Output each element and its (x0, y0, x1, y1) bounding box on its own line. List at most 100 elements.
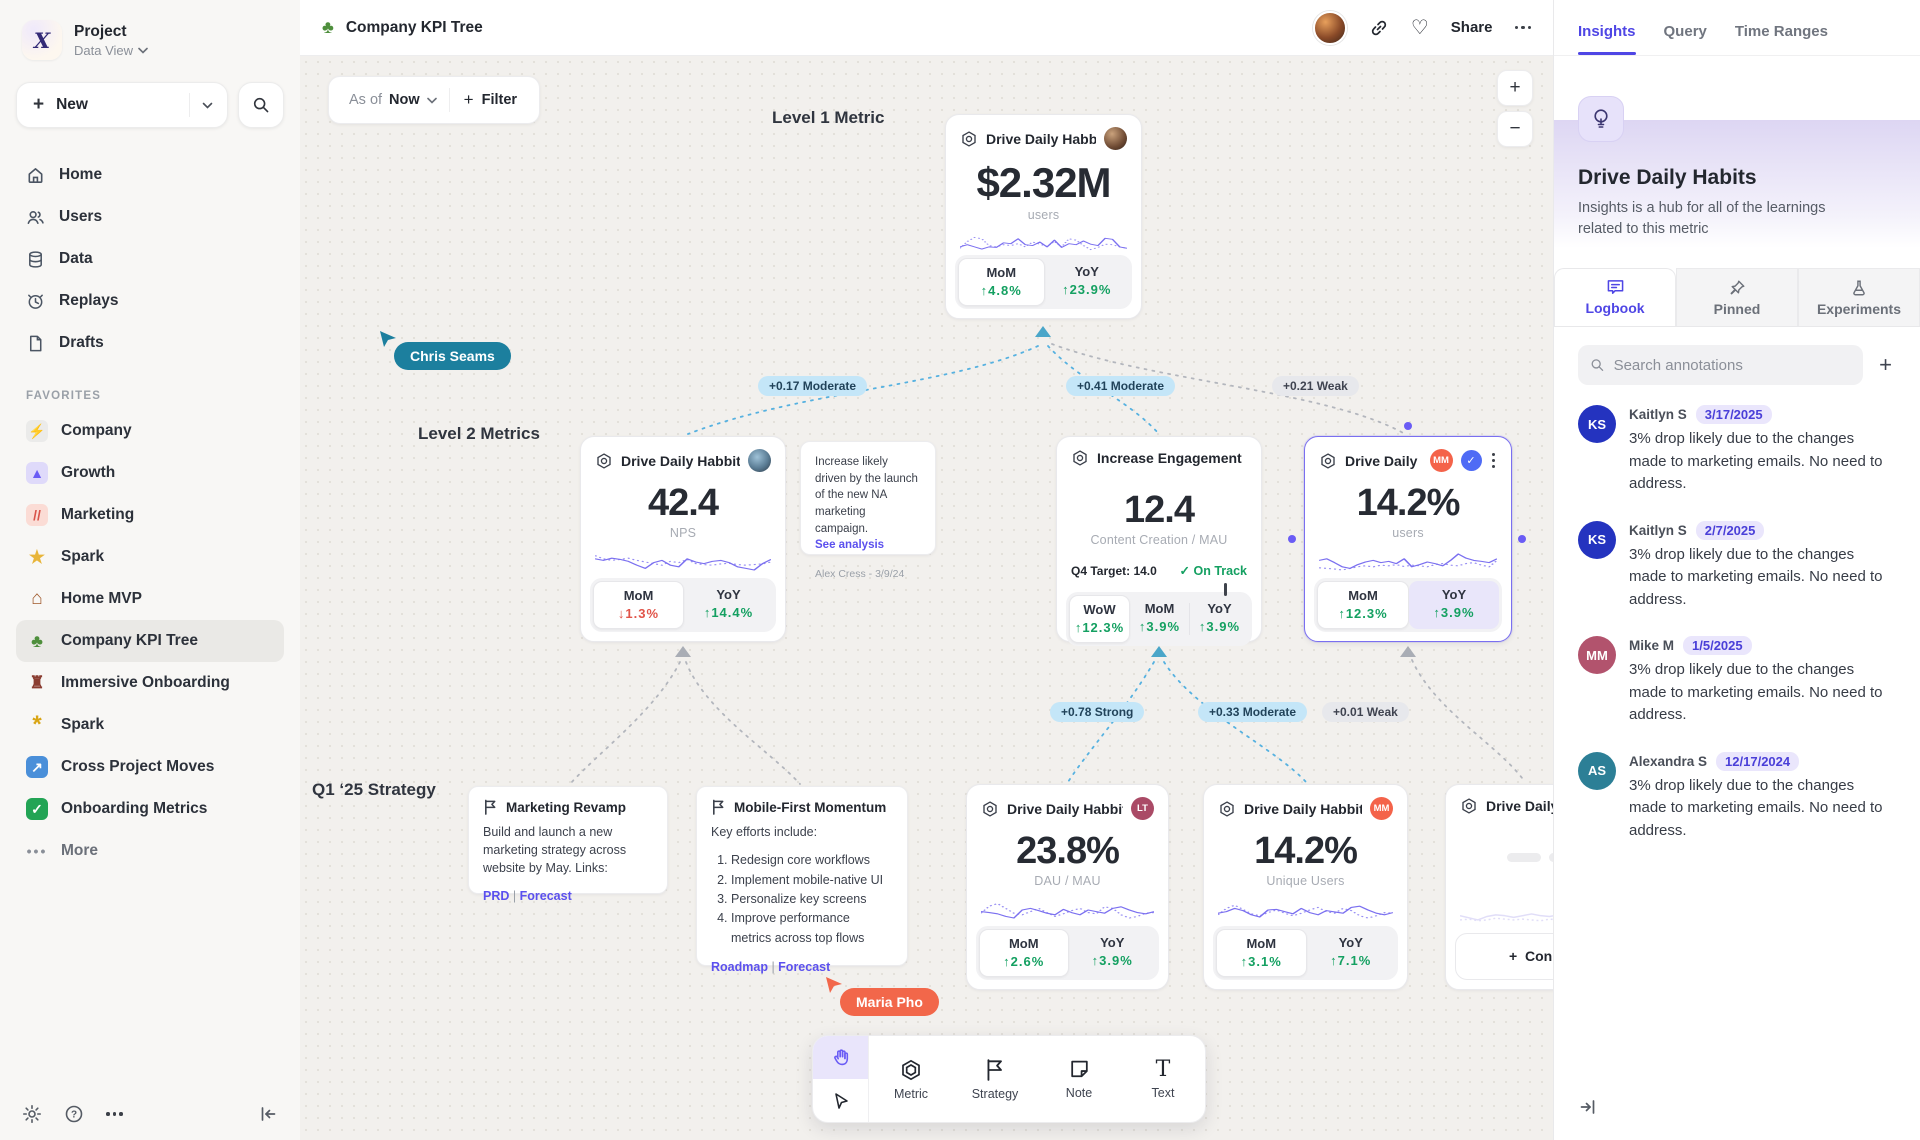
metric-card-drive-daily-habits-nps[interactable]: Drive Daily Habbits 42.4 NPS MoM ↓1.3% Yo… (580, 436, 786, 642)
sidebar-item-company-kpi-tree[interactable]: ♣ Company KPI Tree (16, 620, 284, 662)
new-dropdown-chevron[interactable] (194, 96, 221, 114)
hand-tool-button[interactable] (813, 1036, 868, 1079)
connect-button[interactable]: + Connect (1509, 948, 1553, 965)
yoy-toggle[interactable]: YoY ↑7.1% (1330, 935, 1372, 968)
strategy-note-mobile-first[interactable]: Mobile-First Momentum Key efforts includ… (696, 786, 908, 974)
annotation-item[interactable]: KS Kaitlyn S 2/7/2025 3% drop likely due… (1578, 520, 1896, 612)
metric-card-drive-daily-habits-l1[interactable]: Drive Daily Habbits $2.32M users MoM↑4.8… (945, 114, 1142, 319)
copy-link-icon[interactable] (1369, 18, 1389, 38)
main-area: ♣ Company KPI Tree ♡ Share (300, 0, 1553, 1140)
mom-toggle[interactable]: MoM ↑4.8% (958, 258, 1045, 306)
project-view[interactable]: Data View (74, 43, 148, 58)
prd-link[interactable]: PRD (483, 889, 510, 904)
sidebar-item-replays[interactable]: Replays (16, 280, 284, 322)
annotation-item[interactable]: KS Kaitlyn S 3/17/2025 3% drop likely du… (1578, 405, 1896, 496)
tab-time-ranges[interactable]: Time Ranges (1734, 23, 1828, 40)
avatar: MM (1578, 636, 1616, 675)
tab-pinned[interactable]: Pinned (1676, 268, 1798, 327)
yoy-toggle[interactable]: YoY ↑3.9% (1409, 581, 1499, 629)
strategy-tool-button[interactable]: Strategy (953, 1036, 1037, 1122)
project-switcher[interactable]: Χ Project Data View (16, 18, 284, 64)
edge-label: +0.01 Weak (1322, 702, 1409, 722)
sidebar-item-marketing[interactable]: // Marketing (16, 494, 284, 536)
metric-tool-button[interactable]: Metric (869, 1036, 953, 1122)
add-filter-button[interactable]: + Filter (463, 90, 518, 109)
connection-handle[interactable] (1518, 535, 1526, 543)
sidebar-item-immersive-onboarding[interactable]: ♜ Immersive Onboarding (16, 662, 284, 704)
add-annotation-button[interactable]: + (1879, 352, 1892, 378)
annotation-date-badge: 2/7/2025 (1695, 520, 1765, 540)
mom-toggle[interactable]: MoM ↑3.1% (1216, 929, 1307, 977)
tab-experiments[interactable]: Experiments (1798, 268, 1920, 327)
new-button[interactable]: + New (16, 82, 228, 128)
sidebar-item-company[interactable]: ⚡ Company (16, 410, 284, 452)
sidebar-nav: Home Users Data Replays Drafts (16, 154, 284, 364)
more-menu-icon[interactable] (1514, 25, 1531, 30)
metric-hexagon-icon (1071, 449, 1089, 467)
yoy-toggle[interactable]: YoY ↑14.4% (703, 587, 754, 620)
search-button[interactable] (238, 82, 284, 128)
see-analysis-link[interactable]: See analysis (815, 539, 885, 552)
sidebar-item-home-mvp[interactable]: ⌂ Home MVP (16, 578, 284, 620)
note-icon (1070, 1060, 1088, 1078)
tab-logbook[interactable]: Logbook (1554, 268, 1676, 327)
search-annotations-input[interactable] (1613, 356, 1852, 374)
as-of-dropdown[interactable]: As of Now (337, 92, 449, 108)
mom-toggle[interactable]: MoM ↑2.6% (979, 929, 1069, 977)
connection-handle[interactable] (1404, 422, 1412, 430)
mom-toggle[interactable]: MoM ↓1.3% (593, 581, 684, 629)
sparkles-icon: * (32, 711, 42, 738)
sidebar-item-cross-project-moves[interactable]: ↗ Cross Project Moves (16, 746, 284, 788)
forecast-link[interactable]: Forecast (519, 889, 572, 904)
zoom-in-button[interactable]: + (1497, 70, 1533, 106)
sidebar-item-spark[interactable]: ★ Spark (16, 536, 284, 578)
zoom-out-button[interactable]: − (1497, 111, 1533, 147)
collapse-panel-icon[interactable] (1578, 1097, 1598, 1117)
annotation-item[interactable]: MM Mike M 1/5/2025 3% drop likely due to… (1578, 636, 1896, 727)
metric-card-partial[interactable]: Drive Daily Hab + Connect (1445, 784, 1553, 990)
annotation-item[interactable]: AS Alexandra S 12/17/2024 3% drop likely… (1578, 751, 1896, 843)
annotation-search[interactable] (1578, 345, 1864, 386)
sidebar-item-spark-2[interactable]: * Spark (16, 704, 284, 746)
user-avatar[interactable] (1312, 10, 1347, 45)
tab-query[interactable]: Query (1663, 23, 1707, 40)
sidebar-item-drafts[interactable]: Drafts (16, 322, 284, 364)
yoy-toggle[interactable]: YoY ↑3.9% (1091, 935, 1133, 968)
yoy-toggle[interactable]: YoY ↑3.9% (1198, 601, 1241, 634)
sidebar-item-more[interactable]: ••• More (26, 842, 99, 859)
note-tool-button[interactable]: Note (1037, 1036, 1121, 1122)
metric-card-drive-daily-habits-dau-mau[interactable]: Drive Daily Habbits LT 23.8% DAU / MAU M… (966, 784, 1169, 990)
collaborator-cursor-chris: Chris Seams (380, 331, 511, 370)
sidebar-item-home[interactable]: Home (16, 154, 284, 196)
card-menu-icon[interactable] (1490, 451, 1498, 471)
collapse-sidebar-icon[interactable] (258, 1104, 278, 1124)
favorite-heart-icon[interactable]: ♡ (1410, 16, 1429, 39)
plus-icon: + (463, 90, 474, 109)
share-button[interactable]: Share (1450, 19, 1493, 36)
annotation-author: Kaitlyn S (1629, 407, 1687, 423)
sidebar-item-onboarding-metrics[interactable]: ✓ Onboarding Metrics (16, 788, 284, 830)
more-options-icon[interactable] (106, 1112, 123, 1116)
sidebar-item-users[interactable]: Users (16, 196, 284, 238)
mom-toggle[interactable]: MoM ↑3.9% (1138, 601, 1181, 634)
annotation-note[interactable]: Increase likely driven by the launch of … (800, 441, 936, 580)
sidebar-item-data[interactable]: Data (16, 238, 284, 280)
kpi-tree-canvas[interactable]: As of Now + Filter + − Level 1 Metric Le… (300, 56, 1553, 1140)
metric-card-drive-daily-habits-selected[interactable]: Drive Daily Habb.. MM ✓ 14.2% users MoM↑… (1304, 436, 1512, 642)
roadmap-link[interactable]: Roadmap (711, 960, 768, 974)
mom-toggle[interactable]: MoM ↑12.3% (1317, 581, 1409, 629)
help-icon[interactable]: ? (64, 1104, 84, 1124)
yoy-toggle[interactable]: YoY ↑23.9% (1062, 264, 1112, 297)
strategy-note-marketing-revamp[interactable]: Marketing Revamp Build and launch a new … (468, 786, 668, 903)
metric-card-drive-daily-habits-unique-users[interactable]: Drive Daily Habbits MM 14.2% Unique User… (1203, 784, 1408, 990)
sidebar-item-growth[interactable]: ▲ Growth (16, 452, 284, 494)
tab-insights[interactable]: Insights (1578, 23, 1636, 55)
wow-toggle[interactable]: WoW ↑12.3% (1069, 595, 1130, 643)
settings-gear-icon[interactable] (22, 1104, 42, 1124)
text-tool-button[interactable]: T Text (1151, 1056, 1175, 1100)
forecast-link[interactable]: Forecast (778, 960, 831, 974)
metric-card-increase-engagement[interactable]: Increase Engagement 12.4 Content Creatio… (1056, 436, 1262, 646)
text-icon: T (1155, 1056, 1171, 1082)
select-tool-button[interactable] (813, 1079, 868, 1122)
connection-handle[interactable] (1288, 535, 1296, 543)
